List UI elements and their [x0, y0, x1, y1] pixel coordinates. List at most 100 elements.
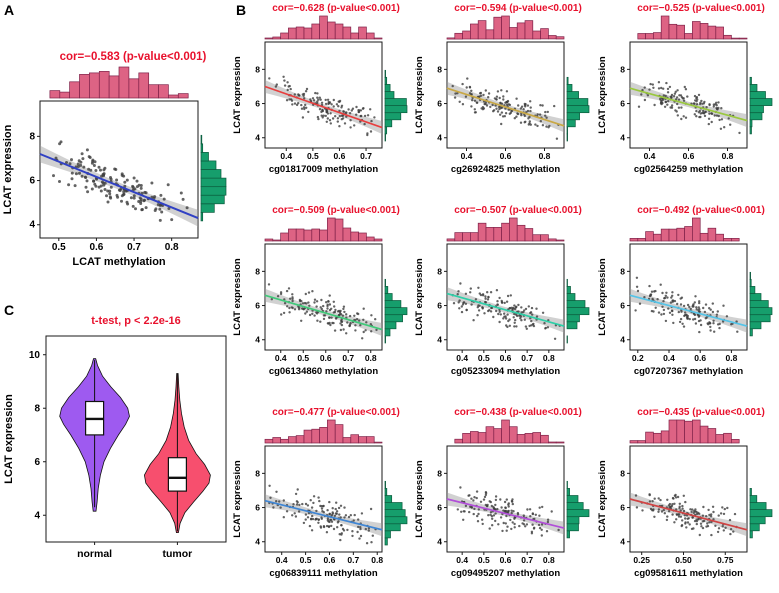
- svg-text:cor=−0.594 (p-value<0.001): cor=−0.594 (p-value<0.001): [455, 3, 583, 14]
- svg-text:0.7: 0.7: [127, 242, 141, 253]
- svg-text:LCAT expression: LCAT expression: [2, 124, 14, 214]
- svg-text:cg05233094 methylation: cg05233094 methylation: [451, 366, 561, 377]
- svg-text:0.6: 0.6: [500, 151, 512, 161]
- svg-text:LCAT expression: LCAT expression: [414, 56, 425, 134]
- scatter-subplot-cg09581611: cor=−0.435 (p-value<0.001) 0.25 0.50 0.75 4 6…: [597, 404, 779, 593]
- chart-svg-cg05233094: cor=−0.507 (p-value<0.001) 0.4 0.5 0.6 0.7 0.…: [414, 205, 590, 377]
- svg-text:6: 6: [620, 503, 625, 513]
- svg-text:cg02564259 methylation: cg02564259 methylation: [634, 164, 744, 175]
- svg-text:cor=−0.628 (p-value<0.001): cor=−0.628 (p-value<0.001): [272, 3, 400, 14]
- svg-text:4: 4: [620, 537, 625, 547]
- svg-text:6: 6: [438, 503, 443, 513]
- svg-text:normal: normal: [77, 548, 112, 560]
- svg-text:4: 4: [29, 220, 35, 231]
- svg-text:0.6: 0.6: [334, 151, 346, 161]
- svg-text:6: 6: [620, 99, 625, 109]
- svg-text:0.4: 0.4: [457, 555, 469, 565]
- scatter-subplot-cg01817009: cor=−0.628 (p-value<0.001) 0.4 0.5 0.6 0.7 4 6…: [232, 0, 414, 202]
- svg-text:0.6: 0.6: [324, 555, 336, 565]
- svg-text:0.5: 0.5: [52, 242, 66, 253]
- panel-label-c: C: [4, 302, 15, 318]
- svg-text:4: 4: [438, 537, 443, 547]
- svg-text:0.6: 0.6: [682, 151, 694, 161]
- svg-text:4: 4: [255, 133, 260, 143]
- scatter-subplot-cg06134860: cor=−0.509 (p-value<0.001) 0.4 0.5 0.6 0.7 0.…: [232, 202, 414, 404]
- svg-text:0.8: 0.8: [365, 353, 377, 363]
- svg-text:4: 4: [620, 335, 625, 345]
- chart-svg-cg06839111: cor=−0.477 (p-value<0.001) 0.4 0.5 0.6 0.7 0.…: [232, 407, 408, 579]
- chart-svg-cg09495207: cor=−0.438 (p-value<0.001) 0.4 0.5 0.6 0.7 0.…: [414, 407, 590, 579]
- svg-text:0.7: 0.7: [347, 555, 359, 565]
- svg-text:0.4: 0.4: [457, 353, 469, 363]
- svg-text:0.8: 0.8: [371, 555, 383, 565]
- svg-text:cor=−0.435 (p-value<0.001): cor=−0.435 (p-value<0.001): [637, 407, 765, 418]
- svg-text:4: 4: [438, 335, 443, 345]
- svg-text:LCAT expression: LCAT expression: [414, 258, 425, 336]
- scatter-subplot-cg07207367: cor=−0.492 (p-value<0.001) 0.2 0.4 0.6 0.8 4 6…: [597, 202, 779, 404]
- svg-text:6: 6: [255, 301, 260, 311]
- svg-text:8: 8: [34, 404, 40, 415]
- svg-text:0.8: 0.8: [543, 353, 555, 363]
- svg-text:10: 10: [29, 350, 41, 361]
- panel-label-b: B: [236, 2, 247, 18]
- scatter-subplot-cg09495207: cor=−0.438 (p-value<0.001) 0.4 0.5 0.6 0.7 0.…: [414, 404, 596, 593]
- svg-text:6: 6: [438, 99, 443, 109]
- svg-text:0.4: 0.4: [280, 151, 292, 161]
- svg-text:0.5: 0.5: [478, 555, 490, 565]
- chart-svg-cg06134860: cor=−0.509 (p-value<0.001) 0.4 0.5 0.6 0.7 0.…: [232, 205, 408, 377]
- svg-text:8: 8: [620, 468, 625, 478]
- svg-text:cor=−0.477 (p-value<0.001): cor=−0.477 (p-value<0.001): [272, 407, 400, 418]
- svg-text:4: 4: [34, 511, 40, 522]
- svg-text:0.5: 0.5: [478, 353, 490, 363]
- svg-text:0.75: 0.75: [717, 555, 734, 565]
- svg-text:cor=−0.583 (p-value<0.001): cor=−0.583 (p-value<0.001): [60, 51, 207, 63]
- svg-text:cor=−0.525 (p-value<0.001): cor=−0.525 (p-value<0.001): [637, 3, 765, 14]
- chart-svg-cg09581611: cor=−0.435 (p-value<0.001) 0.25 0.50 0.75 4 6…: [597, 407, 773, 579]
- svg-text:6: 6: [620, 301, 625, 311]
- panel-b-grid: cor=−0.628 (p-value<0.001) 0.4 0.5 0.6 0.7 4 6…: [232, 0, 779, 593]
- svg-text:LCAT methylation: LCAT methylation: [72, 256, 166, 268]
- svg-text:0.7: 0.7: [342, 353, 354, 363]
- svg-text:LCAT expression: LCAT expression: [597, 56, 608, 134]
- svg-text:0.7: 0.7: [522, 555, 534, 565]
- chart-svg-C: t-test, p < 2.2e-16 4 6 8 10 normal tumor LCAT …: [3, 315, 227, 560]
- svg-text:6: 6: [255, 99, 260, 109]
- svg-text:0.7: 0.7: [360, 151, 372, 161]
- svg-text:0.5: 0.5: [300, 555, 312, 565]
- svg-text:8: 8: [255, 64, 260, 74]
- svg-text:8: 8: [620, 64, 625, 74]
- svg-text:t-test, p < 2.2e-16: t-test, p < 2.2e-16: [91, 315, 181, 327]
- svg-text:0.25: 0.25: [633, 555, 650, 565]
- svg-text:cg06134860 methylation: cg06134860 methylation: [269, 366, 379, 377]
- svg-text:0.8: 0.8: [721, 151, 733, 161]
- svg-text:cor=−0.492 (p-value<0.001): cor=−0.492 (p-value<0.001): [637, 205, 765, 216]
- svg-text:cg26924825 methylation: cg26924825 methylation: [451, 164, 561, 175]
- svg-text:0.6: 0.6: [500, 555, 512, 565]
- chart-svg-A: cor=−0.583 (p-value<0.001) 0.5 0.6 0.7 0.8 4 6…: [2, 51, 227, 268]
- chart-svg-cg02564259: cor=−0.525 (p-value<0.001) 0.4 0.6 0.8 4 6 8 cg…: [597, 3, 773, 175]
- svg-text:0.8: 0.8: [543, 555, 555, 565]
- chart-svg-cg26924825: cor=−0.594 (p-value<0.001) 0.4 0.6 0.8 4 6 8 cg…: [414, 3, 590, 175]
- svg-text:0.6: 0.6: [89, 242, 103, 253]
- svg-text:LCAT expression: LCAT expression: [232, 460, 243, 538]
- svg-text:4: 4: [255, 335, 260, 345]
- scatter-subplot-cg06839111: cor=−0.477 (p-value<0.001) 0.4 0.5 0.6 0.7 0.…: [232, 404, 414, 593]
- svg-text:4: 4: [255, 537, 260, 547]
- svg-text:cor=−0.509 (p-value<0.001): cor=−0.509 (p-value<0.001): [272, 205, 400, 216]
- violin-plot-normal-vs-tumor: t-test, p < 2.2e-16 4 6 8 10 normal tumor LCAT …: [0, 300, 232, 593]
- svg-text:0.4: 0.4: [275, 353, 287, 363]
- svg-text:tumor: tumor: [163, 548, 193, 560]
- svg-text:0.6: 0.6: [320, 353, 332, 363]
- svg-text:0.8: 0.8: [725, 353, 737, 363]
- svg-text:4: 4: [620, 133, 625, 143]
- svg-text:0.4: 0.4: [461, 151, 473, 161]
- svg-text:0.50: 0.50: [675, 555, 692, 565]
- svg-text:8: 8: [255, 468, 260, 478]
- chart-svg-cg01817009: cor=−0.628 (p-value<0.001) 0.4 0.5 0.6 0.7 4 6…: [232, 3, 408, 175]
- chart-svg-cg07207367: cor=−0.492 (p-value<0.001) 0.2 0.4 0.6 0.8 4 6…: [597, 205, 773, 377]
- svg-text:LCAT expression: LCAT expression: [597, 258, 608, 336]
- svg-text:cg01817009 methylation: cg01817009 methylation: [269, 164, 379, 175]
- svg-text:8: 8: [29, 131, 35, 142]
- svg-text:6: 6: [34, 457, 40, 468]
